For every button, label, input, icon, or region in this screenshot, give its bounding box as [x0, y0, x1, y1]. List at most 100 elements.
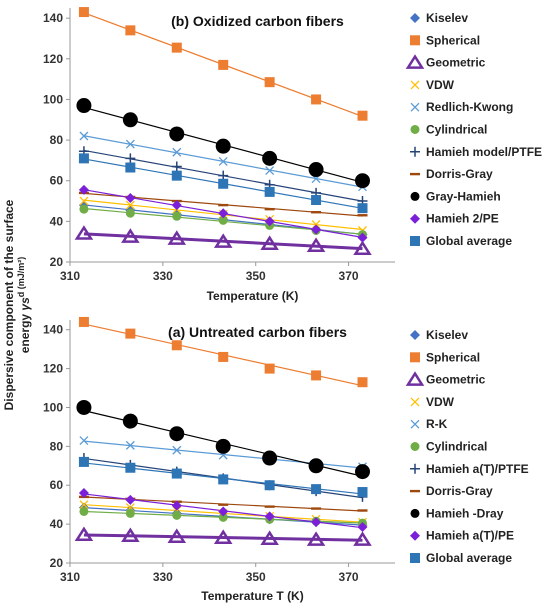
data-point: [306, 531, 326, 546]
y-tick-label: 140: [43, 11, 63, 25]
data-point: [171, 200, 182, 211]
data-point: [125, 139, 135, 149]
series-9: [78, 184, 368, 243]
data-point: [125, 200, 135, 210]
data-point: [79, 196, 89, 206]
legend-item-3: VDW: [410, 395, 455, 409]
data-point: [218, 156, 228, 166]
data-point: [171, 161, 182, 172]
legend-item-7: Dorris-Gray: [410, 484, 493, 498]
legend-item-10: Global average: [410, 551, 512, 565]
legend-label: Cylindrical: [426, 123, 487, 137]
legend-label: Global average: [426, 234, 512, 248]
legend-marker: [410, 35, 420, 46]
trend-line-2: [83, 232, 363, 251]
data-point: [218, 512, 228, 522]
x-tick-label: 310: [60, 269, 80, 283]
chart-title: (a) Untreated carbon fibers: [168, 324, 347, 340]
x-tick-label: 330: [153, 570, 173, 584]
x-axis-label: Temperature (K): [207, 289, 299, 303]
data-point: [172, 147, 182, 157]
legend-item-9: Hamieh a(T)/PE: [410, 529, 514, 543]
legend-item-2: Geometric: [405, 54, 486, 70]
data-point: [125, 153, 136, 164]
data-point: [79, 500, 89, 510]
x-tick-label: 350: [246, 269, 266, 283]
data-point: [76, 98, 92, 114]
legend-item-1: Spherical: [410, 350, 480, 364]
data-point: [121, 527, 140, 543]
y-tick-label: 120: [43, 52, 63, 66]
x-tick-label: 370: [339, 269, 359, 283]
data-point: [357, 487, 368, 498]
legend-marker: [410, 80, 420, 90]
legend-item-2: Geometric: [405, 371, 486, 387]
data-point: [308, 458, 324, 474]
data-point: [357, 377, 368, 388]
data-point: [218, 203, 229, 207]
y-tick-label: 140: [43, 323, 63, 337]
legend-label: Spherical: [426, 33, 480, 47]
data-point: [78, 184, 89, 195]
y-tick-label: 60: [50, 478, 64, 492]
data-point: [78, 316, 89, 327]
legend-marker: [410, 463, 420, 474]
data-point: [353, 240, 372, 256]
series-2: [74, 526, 372, 546]
y-axis-label-line2: energy γsd (mJ/m²): [16, 257, 32, 354]
data-point: [167, 528, 187, 544]
data-point: [78, 153, 89, 164]
data-point: [311, 224, 322, 235]
legend-label: Spherical: [426, 350, 480, 364]
legend-label: Geometric: [426, 373, 486, 387]
data-point: [264, 186, 275, 197]
data-point: [78, 456, 89, 467]
data-point: [171, 468, 182, 479]
legend-marker: [410, 330, 420, 340]
data-point: [264, 207, 275, 211]
legend-label: Dorris-Gray: [426, 167, 493, 181]
series-6: [78, 146, 368, 207]
data-point: [260, 235, 279, 250]
data-point: [169, 126, 185, 142]
legend-marker: [410, 102, 420, 112]
legend-marker: [410, 352, 420, 363]
data-point: [172, 510, 182, 520]
data-point: [355, 173, 370, 189]
chart-title: (b) Oxidized carbon fibers: [171, 13, 344, 29]
legend-item-0: Kiselev: [410, 11, 468, 25]
legend-marker: [410, 125, 420, 134]
data-point: [121, 228, 140, 243]
data-point: [262, 150, 278, 166]
y-tick-label: 100: [43, 400, 63, 414]
legend-label: Cylindrical: [426, 440, 487, 454]
data-point: [260, 530, 279, 545]
data-point: [218, 208, 229, 219]
data-point: [311, 517, 322, 528]
data-point: [264, 511, 275, 522]
legend-marker: [410, 172, 420, 176]
data-point: [171, 170, 182, 181]
data-point: [264, 77, 275, 88]
data-point: [357, 110, 368, 121]
legend-item-8: Gray-Hamieh: [410, 189, 501, 203]
y-tick-label: 40: [50, 214, 64, 228]
data-point: [213, 233, 233, 248]
data-point: [264, 480, 275, 491]
data-point: [355, 464, 370, 480]
legend-marker: [410, 530, 420, 541]
data-point: [74, 526, 94, 542]
data-point: [125, 192, 136, 203]
x-tick-label: 370: [339, 570, 359, 584]
data-point: [311, 211, 322, 214]
x-tick-label: 330: [153, 269, 173, 283]
data-point: [311, 195, 322, 206]
y-tick-label: 120: [43, 362, 63, 376]
data-point: [215, 138, 231, 154]
legend-item-4: R-K: [410, 417, 448, 431]
data-point: [125, 162, 136, 173]
legend-item-0: Kiselev: [410, 328, 468, 342]
legend-label: Dorris-Gray: [426, 484, 493, 498]
legend-label: Redlich-Kwong: [426, 100, 513, 114]
